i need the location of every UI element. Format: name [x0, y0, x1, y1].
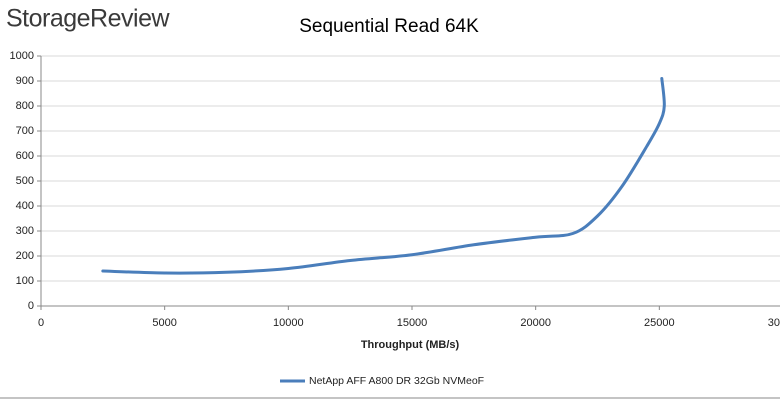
y-tick-label: 100 — [16, 275, 34, 287]
x-tick-label: 15000 — [397, 317, 428, 329]
y-tick-label: 900 — [16, 75, 34, 87]
y-tick-label: 200 — [16, 250, 34, 262]
y-tick-label: 1000 — [10, 50, 34, 62]
x-tick-label: 20000 — [520, 317, 551, 329]
y-tick-label: 300 — [16, 225, 34, 237]
legend-label: NetApp AFF A800 DR 32Gb NVMeoF — [309, 375, 484, 387]
x-tick-label: 30000 — [768, 317, 780, 329]
y-tick-label: 500 — [16, 175, 34, 187]
y-tick-label: 700 — [16, 125, 34, 137]
y-tick-label: 800 — [16, 100, 34, 112]
y-tick-label: 0 — [28, 300, 34, 312]
x-tick-label: 5000 — [152, 317, 176, 329]
x-axis-label: Throughput (MB/s) — [361, 339, 460, 351]
series-line — [101, 77, 666, 275]
y-tick-label: 600 — [16, 150, 34, 162]
x-tick-label: 10000 — [273, 317, 304, 329]
logo: StorageReview — [6, 5, 170, 33]
y-tick-label: 400 — [16, 200, 34, 212]
x-tick-label: 25000 — [644, 317, 675, 329]
chart-title: Sequential Read 64K — [299, 16, 479, 37]
x-tick-label: 0 — [38, 317, 44, 329]
